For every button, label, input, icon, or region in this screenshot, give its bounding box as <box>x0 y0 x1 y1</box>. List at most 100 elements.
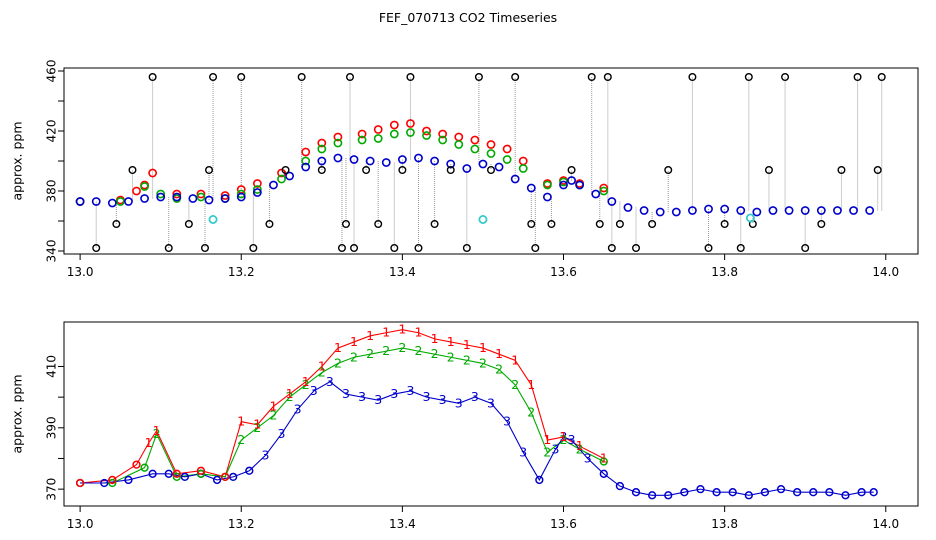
series-2-glyph: 2 <box>318 365 326 380</box>
series-3-point <box>696 484 705 494</box>
series-2-point <box>108 478 117 488</box>
series-3-point <box>156 192 166 202</box>
series-3-point <box>793 488 802 497</box>
series-3-point <box>317 156 327 166</box>
series-1-glyph: 1 <box>318 358 326 373</box>
series-1-point <box>75 478 85 488</box>
series-3-point <box>245 466 254 475</box>
series-1-point <box>317 138 327 148</box>
series-3-point <box>164 469 173 478</box>
series-2-point <box>518 164 528 173</box>
series-3-glyph: 3 <box>294 401 302 416</box>
series-1-line <box>80 329 605 484</box>
series-1-glyph: 1 <box>600 450 608 465</box>
series-1-point <box>172 469 181 478</box>
series-1-glyph: 1 <box>479 340 487 355</box>
series-3-point <box>494 162 504 172</box>
series-2-point <box>470 144 480 154</box>
y-tick-label: 390 <box>45 416 59 439</box>
series-3-point <box>229 472 238 482</box>
series-1-glyph: 1 <box>398 322 406 337</box>
top-panel: 13.0 13.2 13.4 13.6 13.8 14.0 340 380 420 460 appr… <box>10 60 919 279</box>
series-3-point <box>857 488 866 497</box>
series-1-glyph: 1 <box>334 340 342 355</box>
x-tick-label: 13.4 <box>389 265 416 279</box>
raw-point <box>346 72 355 81</box>
series-3-point <box>671 207 681 217</box>
raw-point <box>603 72 612 81</box>
series-3-point <box>680 488 689 497</box>
series-3-glyph: 3 <box>455 395 463 410</box>
series-3-point <box>849 206 858 215</box>
raw-point <box>317 165 326 174</box>
series-3-point <box>825 488 834 497</box>
series-3-point <box>615 481 625 491</box>
series-3-point <box>100 478 109 488</box>
series-3-point <box>599 469 608 478</box>
series-1-glyph: 1 <box>511 352 519 367</box>
series-2-point <box>542 180 552 190</box>
raw-point <box>547 219 556 228</box>
x-tick-label: 13.2 <box>228 517 255 531</box>
series-2-glyph: 2 <box>527 404 535 419</box>
series-3-point <box>91 197 101 206</box>
series-2-glyph: 2 <box>543 444 551 459</box>
series-3-point <box>542 192 552 202</box>
raw-point <box>414 243 423 252</box>
series-2-point <box>599 186 609 196</box>
series-2-point <box>140 182 149 191</box>
series-3-point <box>752 207 762 217</box>
series-2-point <box>115 197 125 206</box>
raw-point <box>877 72 886 81</box>
series-1-glyph: 1 <box>495 346 503 361</box>
series-3-point <box>688 206 697 215</box>
series-3-point <box>285 171 294 181</box>
series-3-glyph: 3 <box>342 386 350 401</box>
raw-point <box>92 243 101 252</box>
series-3-glyph: 3 <box>261 447 269 462</box>
series-1-glyph: 1 <box>253 417 261 432</box>
series-3-point <box>776 484 786 494</box>
series-1-glyph: 1 <box>153 423 161 438</box>
series-3-glyph: 3 <box>560 429 568 444</box>
series-2-point <box>559 177 568 187</box>
raw-point <box>474 72 483 81</box>
raw-point <box>511 72 520 81</box>
series-3-glyph: 3 <box>519 444 527 459</box>
series-1-point <box>357 129 367 139</box>
raw-point <box>249 243 258 252</box>
raw-point <box>527 219 536 228</box>
series-1-point <box>172 189 182 199</box>
series-1-glyph: 1 <box>269 398 277 413</box>
series-1-glyph: 1 <box>560 429 568 444</box>
series-3-point <box>381 158 391 167</box>
series-3-point <box>631 488 641 497</box>
raw-point <box>764 165 773 174</box>
series-1-glyph: 1 <box>382 325 390 340</box>
raw-point <box>184 219 193 228</box>
raw-point <box>632 243 641 252</box>
series-3-glyph: 3 <box>374 392 382 407</box>
series-1-point <box>132 186 141 196</box>
series-3-point <box>744 491 753 500</box>
series-2-glyph: 2 <box>350 349 358 364</box>
series-1-point <box>220 472 230 482</box>
series-3-point <box>736 206 746 215</box>
series-3-glyph: 3 <box>584 450 592 465</box>
series-2-glyph: 2 <box>269 408 277 423</box>
series-1-point <box>454 132 464 142</box>
series-3-glyph: 3 <box>568 432 576 447</box>
series-2-point <box>389 129 399 139</box>
series-2-point <box>406 128 415 137</box>
series-1-point <box>470 135 480 145</box>
series-3-point <box>430 156 440 166</box>
x-tick-label: 14.0 <box>872 265 899 279</box>
series-2-glyph: 2 <box>495 362 503 377</box>
series-2-point <box>317 144 327 154</box>
series-1-glyph: 1 <box>527 377 535 392</box>
series-2-point <box>196 192 206 202</box>
series-3-point <box>607 197 617 206</box>
series-3-point <box>212 475 222 485</box>
x-tick-label: 13.8 <box>711 265 738 279</box>
series-2-point <box>277 174 286 184</box>
